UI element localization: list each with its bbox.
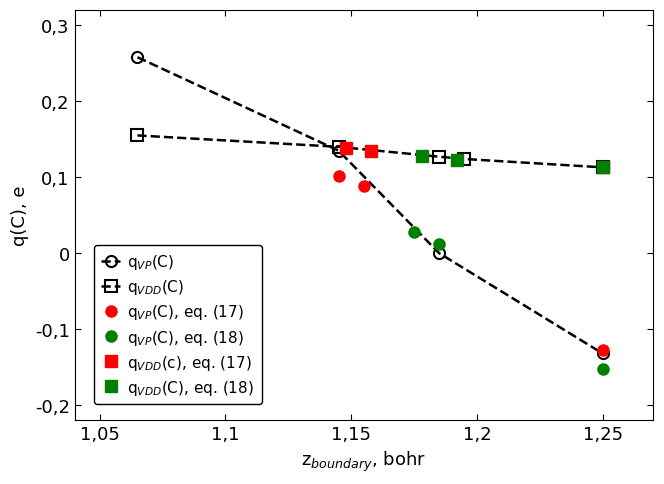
q$_{VDD}$(C), eq. (18) xyxy=(453,157,461,163)
q$_{VDD}$(C) xyxy=(133,133,141,139)
q$_{VP}$(C) xyxy=(335,149,343,154)
q$_{VDD}$(C), eq. (18) xyxy=(418,154,426,160)
q$_{VP}$(C), eq. (18) xyxy=(410,229,418,235)
q$_{VP}$(C), eq. (18) xyxy=(599,366,607,372)
q$_{VDD}$(C) xyxy=(599,165,607,171)
q$_{VP}$(C), eq. (18) xyxy=(435,242,443,247)
Line: q$_{VDD}$(C), eq. (18): q$_{VDD}$(C), eq. (18) xyxy=(416,151,608,174)
Y-axis label: q(C), e: q(C), e xyxy=(11,185,29,246)
q$_{VDD}$(c), eq. (17) xyxy=(367,149,375,154)
Line: q$_{VDD}$(c), eq. (17): q$_{VDD}$(c), eq. (17) xyxy=(341,143,608,173)
q$_{VDD}$(c), eq. (17) xyxy=(599,165,607,170)
Line: q$_{VP}$(C): q$_{VP}$(C) xyxy=(132,53,608,359)
Line: q$_{VP}$(C), eq. (18): q$_{VP}$(C), eq. (18) xyxy=(408,227,608,375)
q$_{VP}$(C), eq. (17) xyxy=(360,184,368,190)
q$_{VDD}$(c), eq. (17) xyxy=(342,146,350,152)
q$_{VDD}$(C) xyxy=(435,154,443,160)
Line: q$_{VDD}$(C): q$_{VDD}$(C) xyxy=(132,131,608,174)
X-axis label: z$_{boundary}$, bohr: z$_{boundary}$, bohr xyxy=(301,449,426,473)
Legend: q$_{VP}$(C), q$_{VDD}$(C), q$_{VP}$(C), eq. (17), q$_{VP}$(C), eq. (18), q$_{VDD: q$_{VP}$(C), q$_{VDD}$(C), q$_{VP}$(C), … xyxy=(94,245,262,405)
q$_{VDD}$(C), eq. (18) xyxy=(599,165,607,171)
q$_{VP}$(C) xyxy=(133,55,141,61)
q$_{VP}$(C) xyxy=(599,351,607,357)
q$_{VDD}$(C) xyxy=(335,145,343,151)
q$_{VDD}$(C) xyxy=(460,157,468,163)
q$_{VP}$(C), eq. (17) xyxy=(335,174,343,180)
Line: q$_{VP}$(C), eq. (17): q$_{VP}$(C), eq. (17) xyxy=(333,171,608,356)
q$_{VP}$(C), eq. (17) xyxy=(599,348,607,354)
q$_{VP}$(C) xyxy=(435,251,443,257)
